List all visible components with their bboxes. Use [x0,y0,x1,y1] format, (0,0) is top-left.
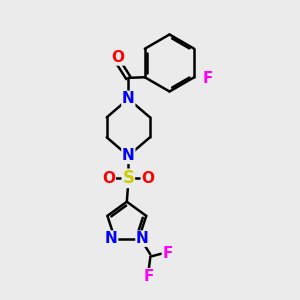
Text: N: N [122,148,135,163]
Text: O: O [141,171,154,186]
Text: F: F [143,269,154,284]
Text: F: F [162,246,173,261]
Text: F: F [202,71,213,86]
Text: S: S [122,169,134,187]
Text: O: O [111,50,124,65]
Text: N: N [105,231,118,246]
Text: N: N [122,91,135,106]
Text: N: N [136,231,149,246]
Text: O: O [102,171,115,186]
